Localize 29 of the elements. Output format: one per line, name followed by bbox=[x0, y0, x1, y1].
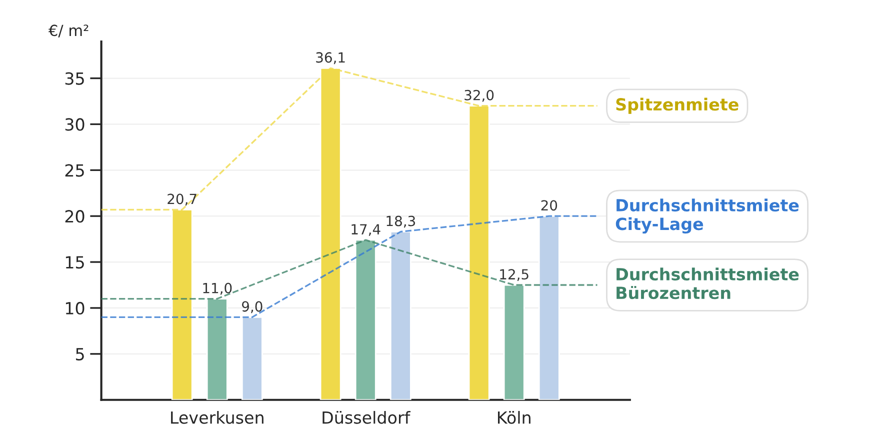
y-axis-title: €/ m² bbox=[48, 24, 88, 38]
data-label: 12,5 bbox=[500, 269, 528, 281]
bar bbox=[354, 239, 376, 400]
bar bbox=[390, 231, 412, 400]
text: Durchschnittsmiete Bürozentren bbox=[616, 268, 799, 300]
data-label: 20 bbox=[541, 200, 558, 211]
x-tick-label: Leverkusen bbox=[171, 410, 264, 424]
data-label: 36,1 bbox=[316, 52, 345, 64]
y-tick-label: 15 bbox=[66, 256, 84, 269]
data-label: 32,0 bbox=[464, 90, 494, 102]
text: Durchschnittsmiete City-Lage bbox=[616, 198, 799, 234]
bar bbox=[206, 298, 228, 400]
y-tick-label: 20 bbox=[65, 210, 84, 223]
x-tick-label: Köln bbox=[498, 410, 530, 424]
bar bbox=[503, 284, 525, 400]
y-tick-label: 10 bbox=[66, 302, 84, 315]
bar bbox=[538, 215, 560, 400]
data-label: 9,0 bbox=[242, 301, 262, 314]
data-label: 20,7 bbox=[168, 194, 196, 206]
y-tick-label: 25 bbox=[65, 164, 84, 177]
data-label: 17,4 bbox=[352, 224, 380, 236]
data-label: 18,3 bbox=[386, 216, 416, 228]
x-tick-label: Düsseldorf bbox=[322, 410, 411, 424]
text: Spitzenmiete bbox=[616, 98, 738, 114]
y-tick-label: 30 bbox=[65, 118, 84, 131]
y-tick-label: 5 bbox=[76, 348, 84, 360]
data-label: 11,0 bbox=[203, 282, 232, 295]
y-tick-label: 35 bbox=[65, 72, 84, 85]
bar bbox=[241, 316, 263, 400]
